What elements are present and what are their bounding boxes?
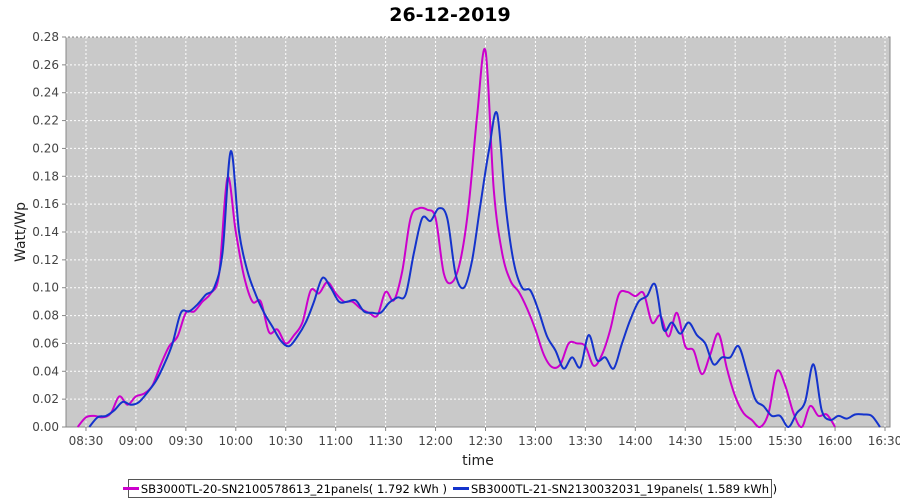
y-tick-label: 0.00 (32, 420, 59, 434)
y-tick-label: 0.16 (32, 197, 59, 211)
legend-swatch-series-1 (122, 487, 139, 490)
y-tick-label: 0.08 (32, 309, 59, 323)
chart-legend: SB3000TL-20-SN2100578613_21panels( 1.792… (122, 479, 777, 498)
x-tick-label: 09:30 (169, 434, 204, 448)
x-tick-label: 08:30 (69, 434, 104, 448)
x-tick-label: 16:00 (818, 434, 853, 448)
y-axis-label: Watt/Wp (13, 202, 29, 262)
x-tick-label: 16:30 (868, 434, 900, 448)
x-axis-label: time (462, 453, 494, 469)
y-tick-label: 0.24 (32, 86, 59, 100)
x-tick-label: 14:30 (668, 434, 703, 448)
x-tick-label: 11:30 (368, 434, 403, 448)
x-tick-label: 10:30 (268, 434, 303, 448)
x-tick-label: 13:30 (568, 434, 603, 448)
y-tick-label: 0.12 (32, 253, 59, 267)
y-tick-label: 0.22 (32, 114, 59, 128)
y-tick-label: 0.26 (32, 58, 59, 72)
legend-item-series-1: SB3000TL-20-SN2100578613_21panels( 1.792… (122, 481, 447, 496)
x-tick-label: 12:00 (418, 434, 453, 448)
y-tick-label: 0.10 (32, 281, 59, 295)
grid-lines (66, 36, 890, 427)
series-line-2 (88, 111, 881, 428)
y-axis-ticks: 0.00 0.02 0.04 0.06 0.08 0.10 0.12 0.14 0.16 0.18… (32, 30, 66, 434)
legend-item-series-2: SB3000TL-21-SN2130032031_19panels( 1.589… (453, 482, 777, 496)
legend-swatch-series-2 (453, 487, 469, 490)
y-tick-label: 0.04 (32, 364, 59, 378)
x-tick-label: 10:00 (218, 434, 253, 448)
chart-title: 26-12-2019 (389, 4, 511, 26)
y-tick-label: 0.02 (32, 392, 59, 406)
y-tick-label: 0.18 (32, 169, 59, 183)
x-tick-label: 11:00 (318, 434, 353, 448)
y-tick-label: 0.06 (32, 336, 59, 350)
series-lines (76, 47, 881, 429)
x-tick-label: 09:00 (119, 434, 154, 448)
legend-label-series-2: SB3000TL-21-SN2130032031_19panels( 1.589… (471, 481, 778, 496)
x-tick-label: 14:00 (618, 434, 653, 448)
x-tick-label: 15:30 (768, 434, 803, 448)
x-tick-label: 13:00 (518, 434, 553, 448)
series-line-1 (76, 47, 836, 429)
legend-label-series-1: SB3000TL-20-SN2100578613_21panels( 1.792… (140, 481, 447, 496)
x-tick-label: 15:00 (718, 434, 753, 448)
x-axis-ticks: 08:30 09:00 09:30 10:00 10:30 11:00 11:30 12:00… (69, 427, 900, 448)
y-tick-label: 0.14 (32, 225, 59, 239)
x-tick-label: 12:30 (468, 434, 503, 448)
y-tick-label: 0.20 (32, 141, 59, 155)
y-tick-label: 0.28 (32, 30, 59, 44)
